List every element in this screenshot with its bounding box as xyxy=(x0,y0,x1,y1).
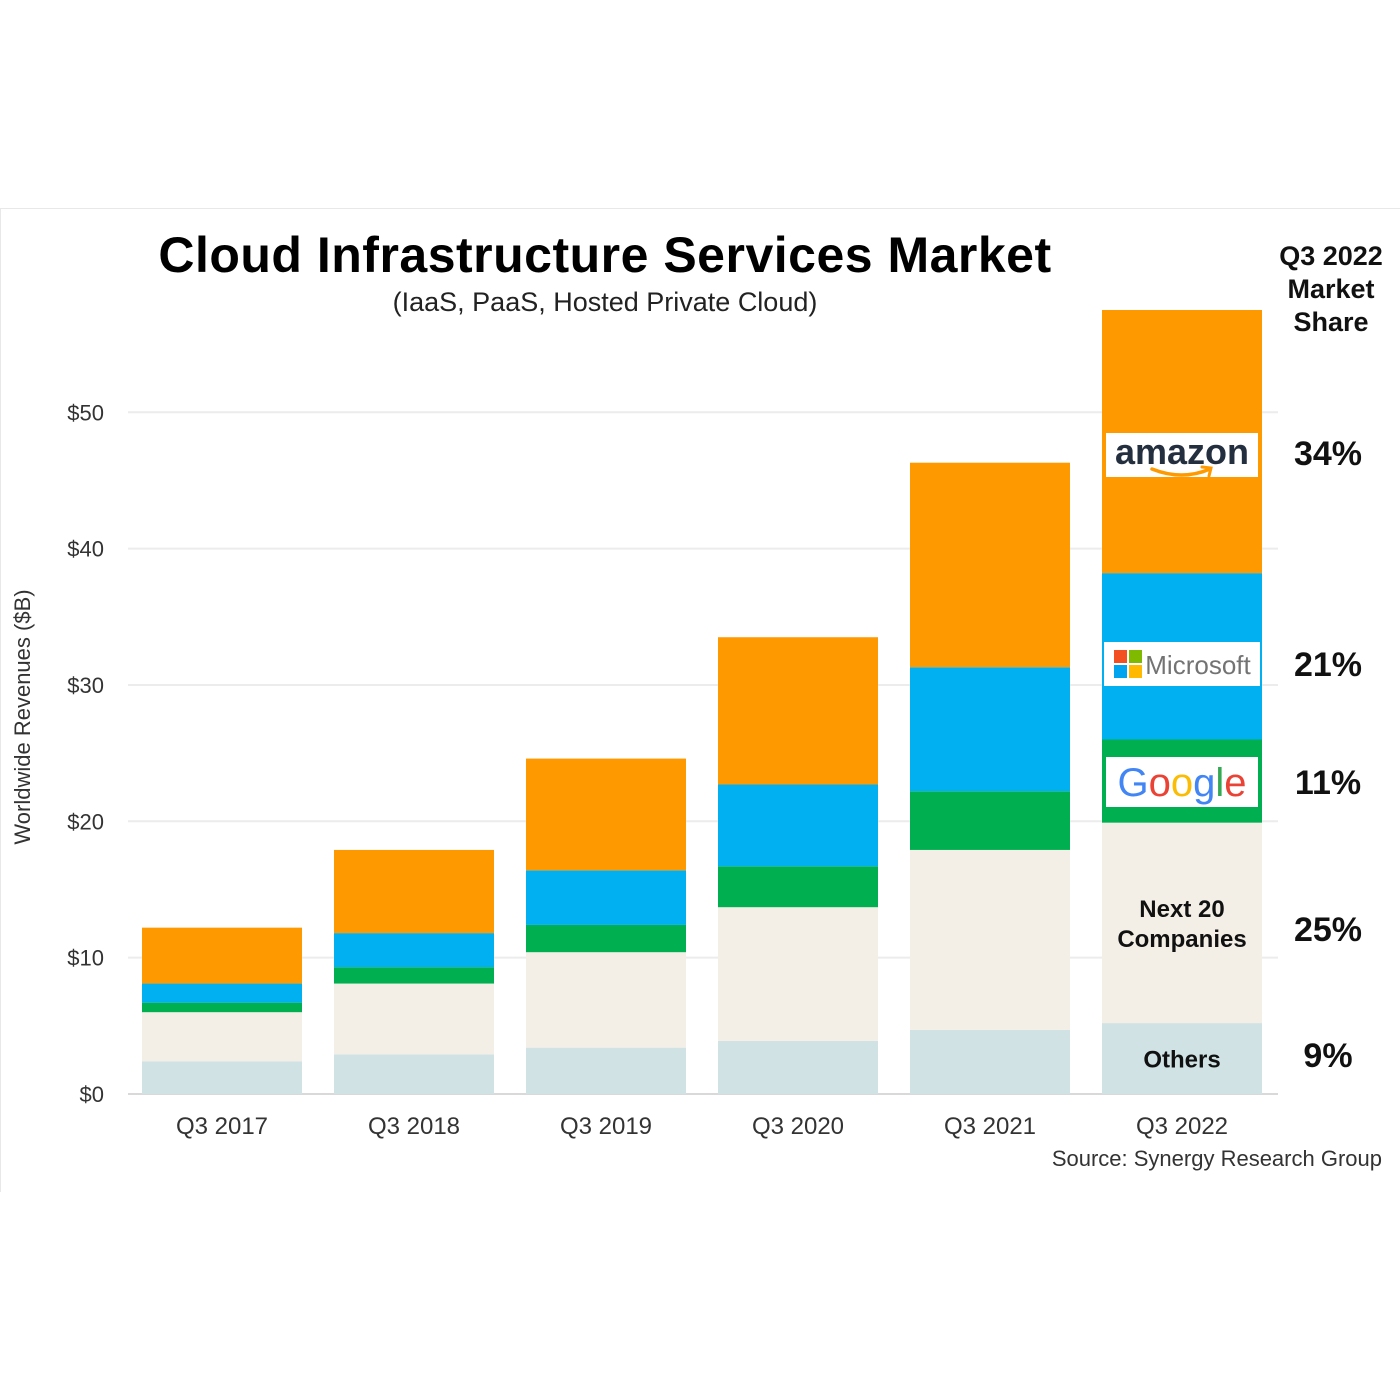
market-share-amazon: 34% xyxy=(1294,435,1362,473)
chart-title: Cloud Infrastructure Services Market xyxy=(158,227,1052,283)
bar-segment-next20 xyxy=(910,849,1070,1030)
google-logo-letter: l xyxy=(1215,761,1224,805)
microsoft-logo-badge xyxy=(1104,642,1260,686)
bar-segment-microsoft xyxy=(526,870,686,925)
bar-segment-next20 xyxy=(718,907,878,1041)
amazon-logo-badge xyxy=(1106,433,1258,477)
market-share-google: 11% xyxy=(1295,764,1361,802)
microsoft-square-icon xyxy=(1129,665,1142,678)
market-share-header: Q3 2022 Market Share xyxy=(1272,240,1390,339)
bar-segment-google xyxy=(526,924,686,953)
google-logo-letter: G xyxy=(1117,761,1148,805)
y-tick-label: $20 xyxy=(67,809,104,834)
bar-segment-amazon xyxy=(526,758,686,871)
google-logo: Google xyxy=(1117,761,1246,805)
bar-segment-microsoft xyxy=(910,667,1070,792)
bar-segment-next20 xyxy=(142,1012,302,1062)
bar-segment-others xyxy=(526,1047,686,1094)
y-axis-label: Worldwide Revenues ($B) xyxy=(10,589,35,844)
y-tick-label: $30 xyxy=(67,673,104,698)
amazon-smile-icon xyxy=(1150,467,1212,477)
bar-segment-microsoft xyxy=(718,784,878,867)
chart-subtitle: (IaaS, PaaS, Hosted Private Cloud) xyxy=(392,287,818,317)
segment-label-next20: Companies xyxy=(1117,926,1246,953)
y-tick-label: $40 xyxy=(67,537,104,562)
bar-segment-google xyxy=(910,791,1070,850)
bar-segment-amazon xyxy=(334,849,494,934)
bar-segment-microsoft xyxy=(334,933,494,968)
x-tick-label: Q3 2018 xyxy=(368,1113,460,1140)
amazon-logo: amazon xyxy=(1115,431,1249,472)
bar-segment-others xyxy=(334,1054,494,1094)
market-share-others: 9% xyxy=(1303,1037,1352,1075)
bar-segment-microsoft xyxy=(142,983,302,1003)
bar-segment-others xyxy=(910,1029,1070,1094)
segment-label-others: Others xyxy=(1143,1047,1220,1074)
bar-segment-next20 xyxy=(334,983,494,1055)
google-logo-letter: g xyxy=(1193,761,1215,805)
microsoft-square-icon xyxy=(1114,650,1127,663)
bar-segment-others xyxy=(142,1061,302,1094)
chart-panel xyxy=(0,208,1400,1192)
bar-segment-google xyxy=(334,967,494,984)
market-share-header-line: Q3 2022 xyxy=(1279,241,1383,271)
bar-segment-amazon xyxy=(142,927,302,984)
market-share-header-line: Share xyxy=(1293,307,1369,337)
bar-segment-next20 xyxy=(1102,822,1262,1024)
market-share-header-line: Market xyxy=(1287,274,1375,304)
y-tick-label: $10 xyxy=(67,946,104,971)
bar-segment-google xyxy=(142,1002,302,1013)
x-tick-label: Q3 2020 xyxy=(752,1113,844,1140)
bar-segment-next20 xyxy=(526,952,686,1048)
google-logo-badge xyxy=(1106,757,1258,807)
x-tick-label: Q3 2022 xyxy=(1136,1113,1228,1140)
bar-segment-others xyxy=(1102,1023,1262,1094)
bar-segment-others xyxy=(718,1040,878,1094)
microsoft-logo: Microsoft xyxy=(1145,650,1251,680)
market-share-next20: 25% xyxy=(1294,911,1362,949)
segment-label-next20: Next 20 xyxy=(1139,896,1224,923)
google-logo-letter: o xyxy=(1149,761,1171,805)
x-tick-label: Q3 2019 xyxy=(560,1113,652,1140)
market-share-microsoft: 21% xyxy=(1294,646,1362,684)
microsoft-square-icon xyxy=(1114,665,1127,678)
bar-segment-amazon xyxy=(910,462,1070,668)
google-logo-letter: e xyxy=(1224,761,1246,805)
amazon-arrow-icon xyxy=(1200,465,1213,478)
bar-segment-google xyxy=(718,866,878,908)
bar-segment-amazon xyxy=(718,637,878,785)
google-logo-letter: o xyxy=(1171,761,1193,805)
x-tick-label: Q3 2021 xyxy=(944,1113,1036,1140)
microsoft-square-icon xyxy=(1129,650,1142,663)
y-tick-label: $0 xyxy=(80,1082,104,1107)
source-note: Source: Synergy Research Group xyxy=(1051,1146,1382,1171)
y-tick-label: $50 xyxy=(67,400,104,425)
x-tick-label: Q3 2017 xyxy=(176,1113,268,1140)
